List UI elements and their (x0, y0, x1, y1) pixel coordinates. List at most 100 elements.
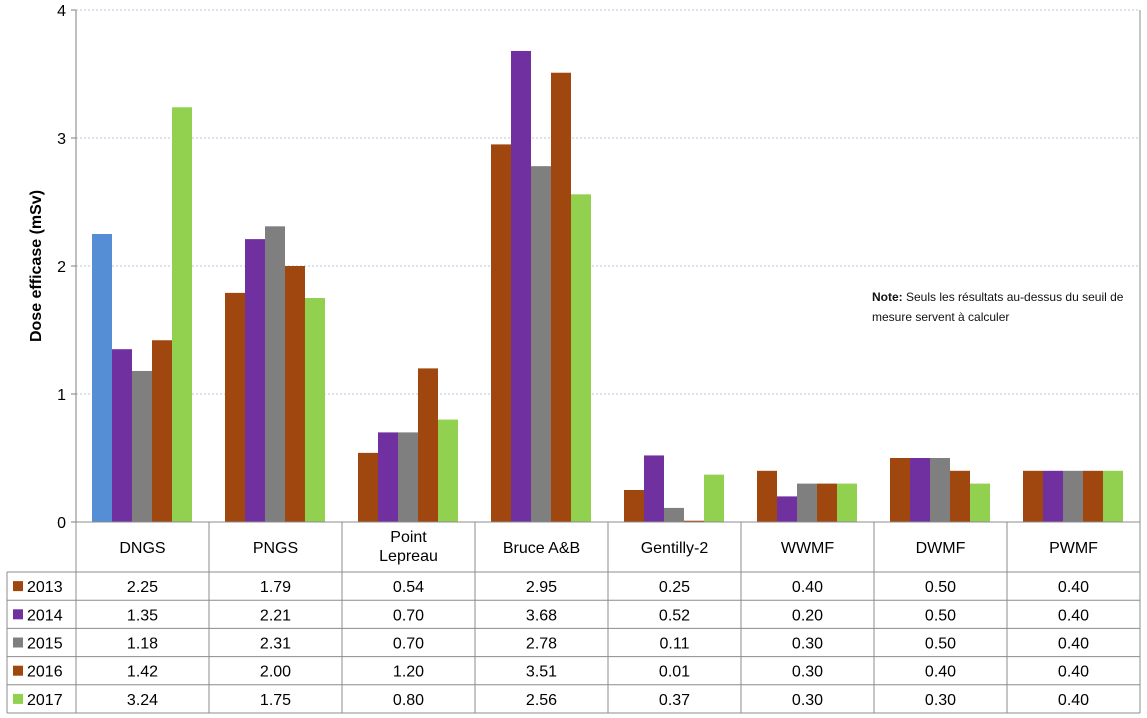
legend-label: 2013 (27, 579, 63, 596)
data-label: 2.56 (526, 692, 557, 709)
bar (378, 432, 398, 522)
bar (225, 292, 245, 522)
y-tick-label: 3 (57, 131, 66, 148)
legend-label: 2017 (27, 692, 63, 709)
data-label: 0.30 (792, 692, 823, 709)
category-label: DWMF (916, 540, 966, 557)
data-label: 0.20 (792, 607, 823, 624)
bar (531, 166, 551, 522)
data-label: 0.70 (393, 607, 424, 624)
data-label: 0.40 (1058, 636, 1089, 653)
data-label: 0.40 (1058, 579, 1089, 596)
bar (950, 470, 970, 522)
data-label: 0.30 (792, 664, 823, 681)
data-label: 0.30 (792, 636, 823, 653)
data-label: 1.79 (260, 579, 291, 596)
data-label: 0.50 (925, 636, 956, 653)
legend-label: 2015 (27, 636, 63, 653)
bar (1043, 470, 1063, 522)
data-label: 2.78 (526, 636, 557, 653)
bar (777, 496, 797, 522)
data-label: 2.31 (260, 636, 291, 653)
bar (890, 458, 910, 522)
y-tick-label: 0 (57, 515, 66, 532)
bar (797, 483, 817, 522)
note-label: Note: (872, 290, 903, 304)
note-text: Seuls les résultats au-dessus du seuil d… (872, 290, 1124, 324)
data-label: 0.30 (925, 692, 956, 709)
legend-swatch (13, 637, 23, 648)
category-label: Bruce A&B (503, 540, 580, 557)
legend-label: 2016 (27, 664, 63, 681)
bar (265, 226, 285, 522)
data-label: 0.01 (659, 664, 690, 681)
legend-label: 2014 (27, 607, 63, 624)
bar (305, 298, 325, 522)
y-tick-label: 4 (57, 3, 66, 20)
bar (418, 368, 438, 522)
bar (837, 483, 857, 522)
data-label: 0.50 (925, 607, 956, 624)
data-label: 0.40 (1058, 692, 1089, 709)
data-label: 0.25 (659, 579, 690, 596)
data-label: 1.18 (127, 636, 158, 653)
data-label: 0.40 (1058, 664, 1089, 681)
bar (910, 458, 930, 522)
data-label: 0.40 (925, 664, 956, 681)
category-label: Gentilly-2 (641, 540, 709, 557)
data-label: 0.70 (393, 636, 424, 653)
data-label: 2.21 (260, 607, 291, 624)
data-label: 3.24 (127, 692, 158, 709)
legend-swatch (13, 581, 23, 592)
y-tick-label: 1 (57, 387, 66, 404)
data-label: 3.51 (526, 664, 557, 681)
category-label: PWMF (1049, 540, 1098, 557)
bar (704, 474, 724, 522)
bar (1023, 470, 1043, 522)
category-label: Lepreau (379, 548, 438, 565)
bar (571, 194, 591, 522)
bar (1063, 470, 1083, 522)
data-label: 0.54 (393, 579, 424, 596)
bar (92, 234, 112, 522)
data-label: 1.42 (127, 664, 158, 681)
bar (970, 483, 990, 522)
data-label: 0.11 (660, 636, 690, 653)
bar (930, 458, 950, 522)
data-label: 2.00 (260, 664, 291, 681)
bar (757, 470, 777, 522)
legend-swatch (13, 693, 23, 704)
data-label: 0.52 (659, 607, 690, 624)
data-label: 3.68 (526, 607, 557, 624)
data-label: 1.20 (393, 664, 424, 681)
y-tick-label: 2 (57, 259, 66, 276)
bar (285, 266, 305, 522)
data-label: 1.75 (260, 692, 291, 709)
bar (132, 370, 152, 522)
note-annotation: Note: Seuls les résultats au-dessus du s… (872, 287, 1142, 327)
bar (245, 239, 265, 522)
bar (358, 452, 378, 522)
bar (1083, 470, 1103, 522)
bar (624, 490, 644, 522)
category-label: DNGS (119, 540, 165, 557)
category-label: PNGS (253, 540, 298, 557)
data-label: 0.50 (925, 579, 956, 596)
bar (817, 483, 837, 522)
bar (438, 419, 458, 522)
bar (172, 107, 192, 522)
category-label: WWMF (781, 540, 835, 557)
bar (398, 432, 418, 522)
data-label: 0.40 (1058, 607, 1089, 624)
legend-swatch (13, 609, 23, 620)
data-label: 1.35 (127, 607, 158, 624)
bar (551, 72, 571, 522)
data-label: 2.95 (526, 579, 557, 596)
bar (152, 340, 172, 522)
bar (644, 455, 664, 522)
bar (491, 144, 511, 522)
data-label: 2.25 (127, 579, 158, 596)
legend-swatch (13, 665, 23, 676)
